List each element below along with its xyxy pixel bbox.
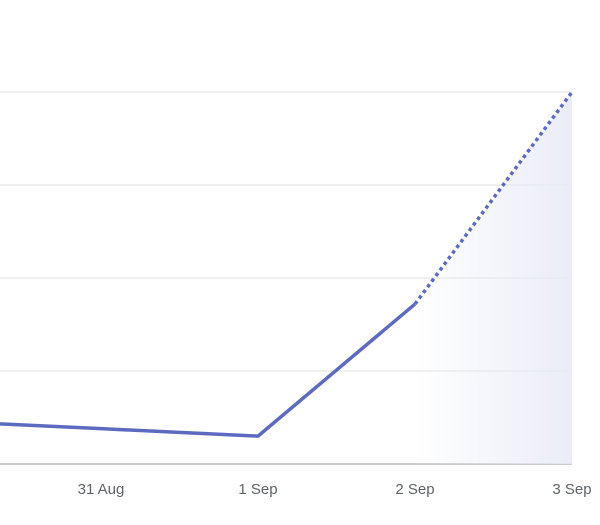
projection-area	[415, 92, 572, 464]
x-tick-label: 1 Sep	[238, 481, 277, 498]
series-line	[0, 302, 417, 438]
x-tick-label: 3 Sep	[552, 481, 591, 498]
projected-line	[413, 90, 574, 306]
x-tick-label: 2 Sep	[395, 481, 434, 498]
x-tick-label: 31 Aug	[78, 481, 125, 498]
